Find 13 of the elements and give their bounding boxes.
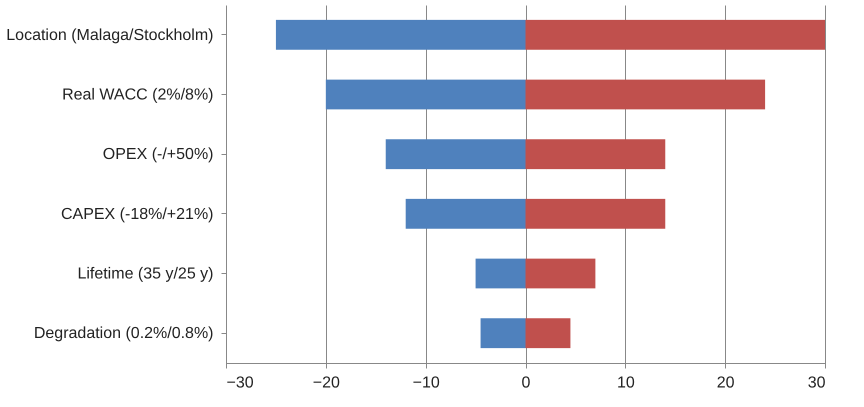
y-tick-label: CAPEX (-18%/+21%) [60,206,214,223]
x-tick-label: 30 [808,374,826,392]
x-tick-label: −10 [412,374,440,392]
x-tick-label: 0 [522,374,531,392]
y-tick-label: OPEX (-/+50%) [102,146,214,164]
y-tick-label: Real WACC (2%/8%) [62,86,214,104]
x-tick-label: 10 [616,374,635,392]
x-tick-label: 20 [716,374,735,392]
x-tick-label: −20 [312,374,340,392]
y-tick-label: Location (Malaga/Stockholm) [6,26,214,44]
y-tick-label: Degradation (0.2%/0.8%) [34,325,214,342]
y-tick-label: Lifetime (35 y/25 y) [77,266,214,282]
x-tick-label: −30 [226,374,254,392]
